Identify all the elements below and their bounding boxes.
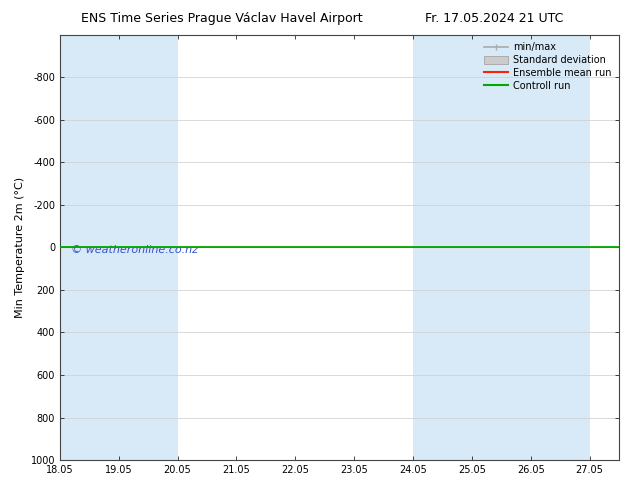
Bar: [413, 35, 472, 460]
Bar: [472, 35, 531, 460]
Bar: [60, 35, 119, 460]
Text: © weatheronline.co.nz: © weatheronline.co.nz: [71, 245, 198, 255]
Bar: [531, 35, 590, 460]
Bar: [119, 35, 178, 460]
Y-axis label: Min Temperature 2m (°C): Min Temperature 2m (°C): [15, 177, 25, 318]
Text: ENS Time Series Prague Václav Havel Airport: ENS Time Series Prague Václav Havel Airp…: [81, 12, 363, 25]
Legend: min/max, Standard deviation, Ensemble mean run, Controll run: min/max, Standard deviation, Ensemble me…: [481, 40, 614, 94]
Text: Fr. 17.05.2024 21 UTC: Fr. 17.05.2024 21 UTC: [425, 12, 564, 25]
